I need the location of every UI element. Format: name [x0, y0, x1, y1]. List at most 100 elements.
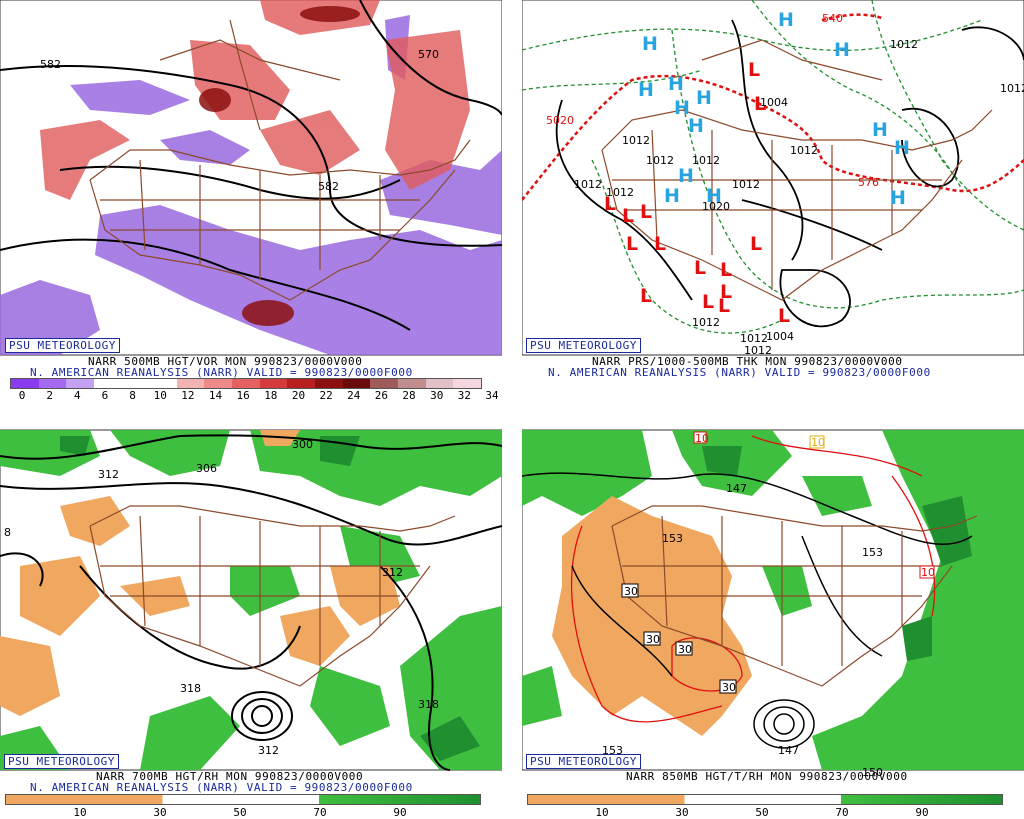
high-pressure-icon: H [872, 119, 888, 141]
psu-meteorology-badge: PSU METEOROLOGY [4, 754, 119, 769]
temp-label: 10 [695, 432, 709, 445]
scale-tick: 2 [46, 389, 53, 402]
panel-850mb-temp-rh: 153 153 147 147 150 153 10 10 10 30 30 3… [522, 416, 1024, 819]
state-borders [611, 505, 978, 687]
scale-tick: 70 [835, 806, 849, 819]
high-pressure-centers: H H H H H H H H H H H H H H [638, 9, 910, 209]
isobar-label: 1012 [606, 186, 634, 199]
thickness-label: 5020 [546, 114, 574, 127]
isobar-label: 1012 [732, 178, 760, 191]
scale-tick: 8 [129, 389, 136, 402]
contour-label: 570 [418, 48, 439, 61]
contour-label: 582 [40, 58, 61, 71]
rh-scale-ticks: 10 30 50 70 90 [522, 806, 1024, 819]
isobar-label: 1012 [740, 332, 768, 345]
moist-shading [0, 430, 502, 770]
scale-tick: 18 [264, 389, 278, 402]
isobar-label: 1012 [622, 134, 650, 147]
freezing-thickness-line [522, 13, 1024, 201]
scale-tick: 16 [236, 389, 250, 402]
scale-tick: 90 [915, 806, 929, 819]
state-borders [601, 39, 993, 301]
colorbar-segment [287, 379, 316, 388]
low-pressure-icon: L [718, 295, 730, 317]
isobar-label: 1012 [646, 154, 674, 167]
temp-30-label: 30 [624, 585, 638, 598]
low-pressure-icon: L [640, 285, 652, 307]
rh-scale-ticks: 10 30 50 70 90 [0, 806, 502, 819]
high-pressure-icon: H [894, 137, 910, 159]
caption-product: NARR 700MB HGT/RH MON 990823/0000V000 [96, 770, 364, 783]
contour-label: 153 [662, 532, 683, 545]
thickness-label: 576 [858, 176, 879, 189]
panel-500mb-vorticity: 582 582 570 PSU METEOROLOGY NARR 500MB H… [0, 0, 502, 402]
scale-tick: 30 [430, 389, 444, 402]
high-pressure-icon: H [778, 9, 794, 31]
high-pressure-icon: H [706, 185, 722, 207]
rh700-map: 300 306 312 318 318 312 312 8 [0, 429, 502, 771]
thickness-label: 540 [822, 12, 843, 25]
scale-tick: 28 [402, 389, 416, 402]
low-pressure-icon: L [720, 281, 732, 303]
contour-label: 150 [862, 766, 883, 779]
scale-tick: 14 [208, 389, 223, 402]
scale-tick: 22 [319, 389, 333, 402]
psu-meteorology-badge: PSU METEOROLOGY [526, 754, 641, 769]
isobar-label: 1004 [760, 96, 788, 109]
scale-tick: 10 [73, 806, 87, 819]
high-pressure-icon: H [688, 115, 704, 137]
scale-tick: 0 [18, 389, 26, 402]
contour-label: 582 [318, 180, 339, 193]
contour-label: 312 [98, 468, 119, 481]
low-pressure-icon: L [748, 59, 760, 81]
contour-label: 147 [726, 482, 747, 495]
colorbar-segment [121, 379, 150, 388]
low-pressure-icon: L [754, 93, 766, 115]
thickness-contours [522, 0, 1024, 334]
scale-tick: 50 [755, 806, 769, 819]
colorbar-segment [453, 379, 481, 388]
colorbar-segment [370, 379, 398, 388]
colorbar-segment [425, 379, 454, 388]
colorbar-segment [342, 379, 371, 388]
state-borders [89, 505, 456, 687]
rh-colorbar [5, 794, 481, 805]
caption-product: NARR 500MB HGT/VOR MON 990823/0000V000 [88, 355, 363, 368]
temperature-box-labels: 10 10 10 [693, 431, 935, 579]
caption-valid: N. AMERICAN REANALYSIS (NARR) VALID = 99… [30, 781, 413, 794]
isobar-label: 1012 [692, 154, 720, 167]
scale-tick: 34 [485, 389, 499, 402]
scale-tick: 20 [291, 389, 306, 402]
scale-tick: 90 [393, 806, 407, 819]
temp-label: 10 [811, 436, 825, 449]
vorticity-map: 582 582 570 [0, 0, 502, 356]
scale-tick: 24 [347, 389, 361, 402]
high-pressure-icon: H [668, 73, 684, 95]
high-pressure-icon: H [834, 39, 850, 61]
isobar-label: 1012 [790, 144, 818, 157]
scale-tick: 10 [595, 806, 609, 819]
caption-product: NARR PRS/1000-500MB THK MON 990823/0000V… [592, 355, 903, 368]
colorbar-segment [11, 379, 39, 388]
pressure-map: 1012 1012 1012 1012 1012 1012 1012 1020 … [522, 0, 1024, 357]
vorticity-scale-ticks: 0 2 4 6 8 10 12 14 16 18 20 22 24 26 28 30 32 34 [0, 389, 502, 402]
low-pressure-icon: L [778, 305, 790, 327]
scale-tick: 6 [101, 389, 109, 402]
rh850-map: 153 153 147 147 150 153 10 10 10 30 30 3… [522, 429, 1024, 779]
low-pressure-icon: L [750, 233, 762, 255]
scale-tick: 26 [374, 389, 389, 402]
scale-tick: 30 [153, 806, 167, 819]
temp-label: 10 [921, 566, 935, 579]
contour-label: 153 [602, 744, 623, 757]
colorbar-segment [38, 379, 67, 388]
scale-tick: 70 [313, 806, 327, 819]
temp-30-label: 30 [678, 643, 692, 656]
psu-meteorology-badge: PSU METEOROLOGY [526, 338, 641, 353]
low-pressure-icon: L [604, 193, 616, 215]
scale-tick: 50 [233, 806, 247, 819]
high-pressure-icon: H [678, 165, 694, 187]
low-pressure-icon: L [720, 259, 732, 281]
high-pressure-icon: H [642, 33, 658, 55]
vorticity-colorbar [10, 378, 482, 389]
scale-tick: 12 [181, 389, 195, 402]
